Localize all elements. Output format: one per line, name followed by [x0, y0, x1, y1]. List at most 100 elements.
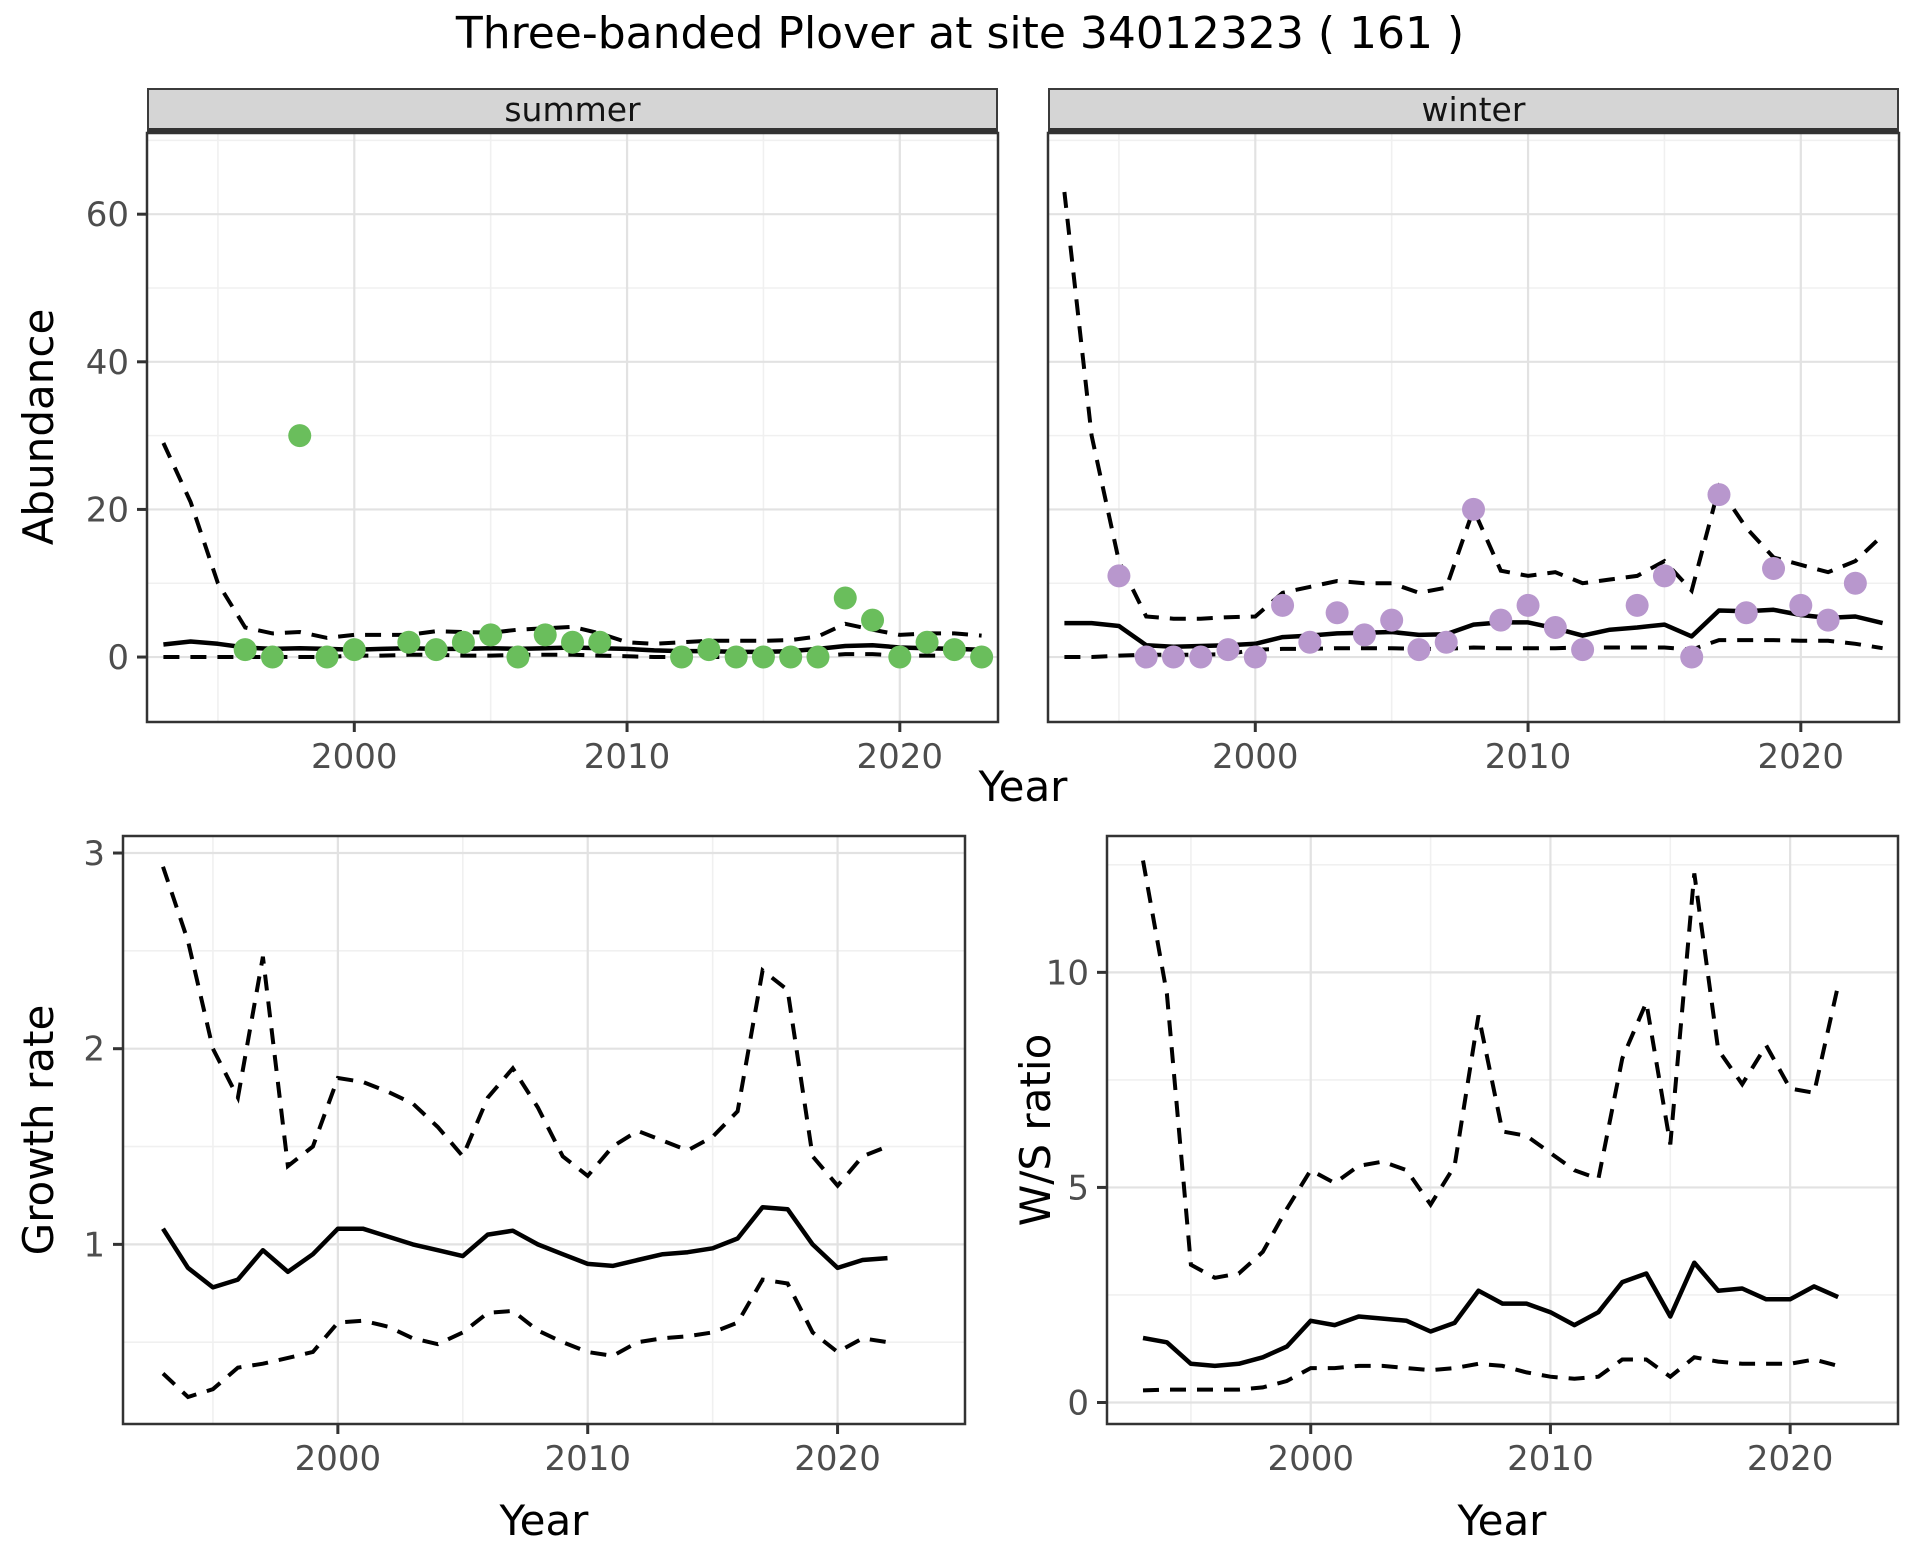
data-point [833, 586, 857, 610]
winter-abundance-panel: 2000 2010 2020 [1046, 131, 1901, 782]
year-axis-title-ws: Year [1457, 1496, 1547, 1545]
data-point [1134, 645, 1158, 669]
lower-ci-line [1142, 1355, 1839, 1393]
growth_rate-chart: 2000 2010 2020 1 2 3 [83, 834, 967, 1479]
y-tick-label: 10 [1046, 953, 1089, 993]
data-point [1462, 497, 1485, 521]
y-tick-label: 0 [1067, 1383, 1089, 1423]
upper-ci-line [1141, 860, 1841, 1280]
data-point [1325, 601, 1349, 625]
y-tick-label: 1 [83, 1225, 105, 1265]
data-point [942, 638, 966, 662]
data-point [1571, 638, 1595, 662]
page-title: Three-banded Plover at site 34012323 ( 1… [455, 8, 1465, 59]
series-group [161, 866, 889, 1400]
data-point [1516, 593, 1540, 617]
x-tick-label: 2010 [1507, 1439, 1594, 1479]
data-point [1434, 630, 1458, 654]
lower-ci-line [161, 1277, 888, 1400]
data-point [288, 424, 312, 448]
series-group [1141, 860, 1841, 1393]
data-point [451, 630, 475, 654]
y-tick-label: 0 [107, 638, 129, 678]
data-point [1216, 638, 1240, 662]
data-point [1762, 556, 1786, 580]
data-point [506, 645, 530, 669]
upper-ci-line [161, 442, 982, 646]
x-tick-label: 2000 [295, 1439, 382, 1479]
abundance_summer-chart: 2000 2010 2020 0 20 40 60 [86, 131, 1000, 777]
upper-ci-line [161, 866, 889, 1189]
data-point [315, 645, 339, 669]
series-group [161, 424, 994, 669]
data-point [1789, 593, 1813, 617]
data-point [751, 645, 775, 669]
data-point [1352, 623, 1376, 647]
y-tick-label: 3 [83, 834, 105, 874]
abundance-axis-title: Abundance [13, 308, 63, 546]
panel-border [1105, 834, 1900, 1426]
data-point [233, 638, 257, 662]
median-line [161, 1204, 888, 1290]
facet-strip-summer-label: summer [504, 89, 641, 129]
panel-border [1046, 131, 1901, 724]
ws-ratio-axis-title: W/S ratio [1010, 1033, 1060, 1227]
facet-strip-summer: summer [147, 88, 998, 133]
panel-background [1048, 133, 1899, 722]
x-tick-label: 2010 [544, 1439, 631, 1479]
data-point [779, 645, 803, 669]
data-point [479, 623, 503, 647]
data-point [1680, 645, 1704, 669]
data-point [1625, 593, 1649, 617]
data-point [1734, 601, 1758, 625]
panel-background [123, 836, 965, 1424]
data-point [861, 608, 885, 632]
series-group [1062, 191, 1884, 669]
data-point [1543, 616, 1567, 640]
facet-strip-winter: winter [1048, 88, 1899, 133]
data-point [1707, 483, 1731, 507]
panel-background [147, 133, 998, 722]
data-point [697, 638, 721, 662]
data-point [1161, 645, 1185, 669]
data-point [342, 638, 366, 662]
year-axis-title-top: Year [978, 762, 1068, 811]
growth-rate-axis-title: Growth rate [13, 1004, 63, 1256]
summer-abundance-panel: 2000 2010 2020 0 20 40 60 [86, 131, 1000, 782]
x-tick-label: 2000 [311, 737, 398, 777]
abundance_winter-chart: 2000 2010 2020 [1046, 131, 1901, 777]
data-point [670, 645, 694, 669]
x-tick-label: 2020 [857, 737, 944, 777]
y-tick-label: 40 [86, 343, 129, 383]
data-point [588, 630, 612, 654]
data-point [397, 630, 421, 654]
data-point [1380, 608, 1404, 632]
data-point [1816, 608, 1840, 632]
data-point [561, 630, 584, 654]
panel-background [1107, 836, 1898, 1424]
data-point [533, 623, 557, 647]
data-point [1652, 564, 1676, 588]
x-tick-label: 2000 [1212, 737, 1299, 777]
data-point [424, 638, 448, 662]
data-point [1407, 638, 1431, 662]
data-point [1189, 645, 1213, 669]
data-point [724, 645, 748, 669]
data-point [1107, 564, 1131, 588]
data-point [1298, 630, 1322, 654]
median-line [1142, 1260, 1840, 1369]
data-point [970, 645, 994, 669]
x-tick-label: 2010 [584, 737, 671, 777]
x-tick-label: 2020 [1758, 737, 1845, 777]
x-tick-label: 2000 [1267, 1439, 1354, 1479]
data-point [260, 645, 284, 669]
x-tick-label: 2020 [1747, 1439, 1834, 1479]
data-point [1271, 593, 1295, 617]
data-point [1843, 571, 1867, 595]
upper-ci-line [1062, 191, 1884, 621]
panel-border [121, 834, 967, 1426]
data-point [888, 645, 912, 669]
y-tick-label: 60 [86, 195, 129, 235]
year-axis-title-growth: Year [499, 1496, 589, 1545]
lower-ci-line [163, 652, 982, 659]
